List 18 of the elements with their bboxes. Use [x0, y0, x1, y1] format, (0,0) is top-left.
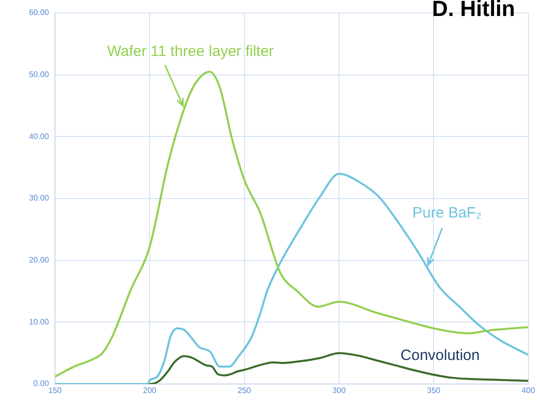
- line-series: [55, 70, 528, 378]
- y-tick-label: 20.00: [28, 256, 50, 265]
- series-label: Pure BaF₂: [412, 204, 482, 222]
- x-tick-label: 300: [332, 386, 346, 396]
- series-label: Wafer 11 three layer filter: [107, 43, 274, 60]
- annotation: D. Hitlin: [432, 0, 516, 22]
- y-tick-label: 10.00: [28, 317, 50, 326]
- y-tick-label: 60.00: [28, 8, 50, 18]
- series-label: Convolution: [400, 346, 480, 364]
- x-tick-label: 400: [522, 386, 536, 396]
- x-tick-label: 250: [238, 386, 252, 396]
- x-tick-label: 200: [142, 386, 157, 396]
- y-tick-label: 40.00: [28, 132, 50, 141]
- y-tick-label: 0.00: [33, 379, 50, 388]
- x-tick-label: 350: [426, 386, 441, 396]
- y-tick-label: 30.00: [28, 194, 50, 203]
- y-tick-label: 50.00: [28, 70, 50, 80]
- x-tick-label: 150: [48, 386, 62, 396]
